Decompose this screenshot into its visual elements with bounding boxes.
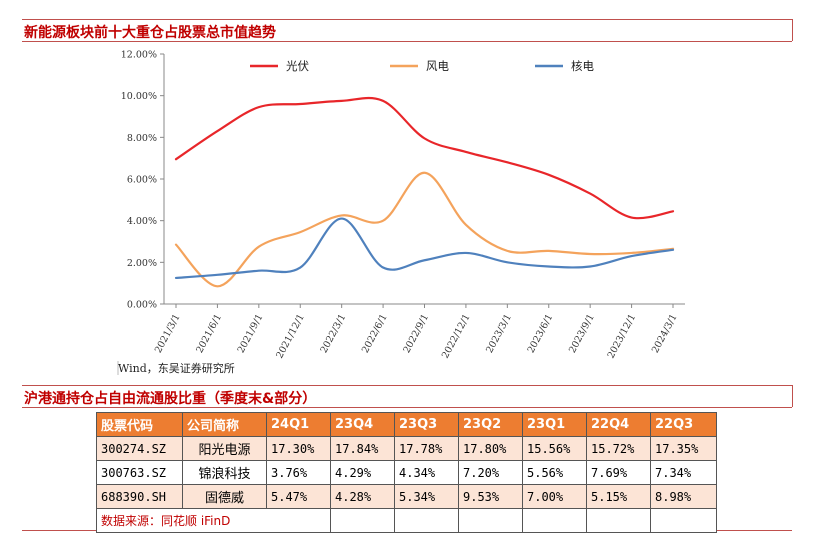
- holdings-table: 股票代码 公司简称 24Q1 23Q4 23Q3 23Q2 23Q1 22Q4 …: [96, 412, 717, 533]
- x-tick-label: 2022/6/1: [360, 312, 390, 355]
- legend-label: 风电: [426, 59, 449, 73]
- header-code: 股票代码: [96, 412, 183, 437]
- blank-cell: [586, 508, 651, 533]
- y-tick-label: 0.00%: [127, 300, 157, 311]
- legend-label: 核电: [571, 59, 594, 73]
- section2-title-rule: [22, 407, 792, 408]
- value-cell: 3.76%: [266, 460, 331, 485]
- value-cell: 17.78%: [394, 436, 459, 461]
- table-row: 300274.SZ 阳光电源 17.30% 17.84% 17.78% 17.8…: [96, 436, 717, 461]
- value-cell: 17.84%: [330, 436, 395, 461]
- top-rule: [22, 19, 792, 20]
- series-line-0: [174, 96, 675, 220]
- source-marker: [117, 361, 119, 375]
- table-header-row: 股票代码 公司简称 24Q1 23Q4 23Q3 23Q2 23Q1 22Q4 …: [96, 412, 717, 437]
- table-row: 300763.SZ 锦浪科技 3.76% 4.29% 4.34% 7.20% 5…: [96, 460, 717, 485]
- table-note-row: 数据来源：同花顺 iFinD: [96, 508, 717, 533]
- header-23q1: 23Q1: [522, 412, 587, 437]
- x-tick-label: 2021/6/1: [194, 312, 224, 355]
- blank-cell: [650, 508, 717, 533]
- company-name: 固德威: [182, 484, 267, 509]
- header-23q4: 23Q4: [330, 412, 395, 437]
- value-cell: 15.56%: [522, 436, 587, 461]
- x-tick-label: 2021/3/1: [153, 312, 183, 355]
- x-tick-label: 2023/9/1: [567, 312, 597, 355]
- stock-code: 688390.SH: [96, 484, 183, 509]
- value-cell: 7.69%: [586, 460, 651, 485]
- value-cell: 5.15%: [586, 484, 651, 509]
- y-tick-label: 12.00%: [121, 50, 157, 61]
- value-cell: 17.30%: [266, 436, 331, 461]
- header-22q3: 22Q3: [650, 412, 717, 437]
- right-rule-top: [792, 19, 793, 41]
- value-cell: 7.34%: [650, 460, 717, 485]
- right-rule-mid: [792, 385, 793, 407]
- blank-cell: [330, 508, 395, 533]
- y-tick-label: 6.00%: [127, 175, 157, 186]
- x-tick-label: 2021/12/1: [274, 312, 307, 360]
- header-24q1: 24Q1: [266, 412, 331, 437]
- x-tick-label: 2023/12/1: [606, 312, 639, 360]
- table-row: 688390.SH 固德威 5.47% 4.28% 5.34% 9.53% 7.…: [96, 484, 717, 509]
- value-cell: 4.29%: [330, 460, 395, 485]
- legend-label: 光伏: [286, 59, 309, 73]
- header-name: 公司简称: [182, 412, 267, 437]
- value-cell: 17.80%: [458, 436, 523, 461]
- section2-top-rule: [22, 385, 792, 386]
- y-tick-label: 10.00%: [121, 91, 157, 102]
- value-cell: 9.53%: [458, 484, 523, 509]
- value-cell: 5.47%: [266, 484, 331, 509]
- series-line-1: [174, 171, 675, 288]
- series-line-2: [174, 217, 675, 280]
- x-tick-label: 2021/9/1: [236, 312, 266, 355]
- y-tick-label: 4.00%: [127, 216, 157, 227]
- header-23q2: 23Q2: [458, 412, 523, 437]
- value-cell: 4.28%: [330, 484, 395, 509]
- value-cell: 4.34%: [394, 460, 459, 485]
- company-name: 锦浪科技: [182, 460, 267, 485]
- data-source-note: 数据来源：同花顺 iFinD: [96, 508, 331, 533]
- section2-title: 沪港通持仓占自由流通股比重（季度末&部分）: [24, 391, 317, 407]
- x-tick-label: 2022/12/1: [440, 312, 473, 360]
- value-cell: 5.34%: [394, 484, 459, 509]
- x-tick-label: 2024/3/1: [650, 312, 680, 355]
- value-cell: 8.98%: [650, 484, 717, 509]
- x-tick-label: 2023/3/1: [484, 312, 514, 355]
- x-tick-label: 2023/6/1: [526, 312, 556, 355]
- blank-cell: [522, 508, 587, 533]
- section1-title-rule: [22, 41, 792, 42]
- blank-cell: [394, 508, 459, 533]
- value-cell: 7.00%: [522, 484, 587, 509]
- source-text: Wind，东吴证券研究所: [118, 362, 235, 375]
- company-name: 阳光电源: [182, 436, 267, 461]
- value-cell: 15.72%: [586, 436, 651, 461]
- header-22q4: 22Q4: [586, 412, 651, 437]
- value-cell: 5.56%: [522, 460, 587, 485]
- trend-line-chart: 0.00% 2.00% 4.00% 6.00% 8.00% 10.00% 12.00% 202…: [121, 50, 685, 360]
- x-tick-label: 2022/9/1: [401, 312, 431, 355]
- x-tick-label: 2022/3/1: [319, 312, 349, 355]
- value-cell: 7.20%: [458, 460, 523, 485]
- header-23q3: 23Q3: [394, 412, 459, 437]
- blank-cell: [458, 508, 523, 533]
- y-tick-label: 2.00%: [127, 258, 157, 269]
- value-cell: 17.35%: [650, 436, 717, 461]
- stock-code: 300763.SZ: [96, 460, 183, 485]
- section1-title: 新能源板块前十大重仓占股票总市值趋势: [24, 25, 276, 41]
- y-tick-label: 8.00%: [127, 133, 157, 144]
- stock-code: 300274.SZ: [96, 436, 183, 461]
